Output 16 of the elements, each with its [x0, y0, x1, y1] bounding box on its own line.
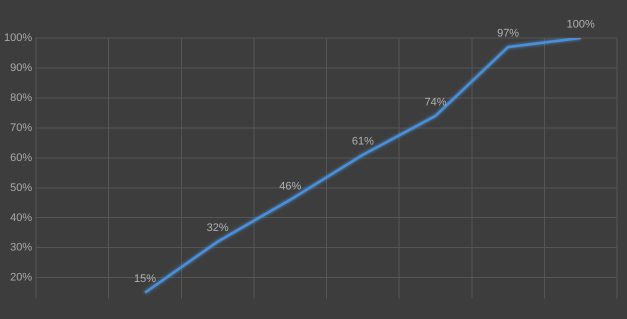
y-tick-label: 90%: [10, 62, 32, 74]
y-tick-label: 40%: [10, 212, 32, 224]
data-label: 97%: [497, 28, 520, 40]
y-tick-label: 70%: [10, 122, 32, 134]
data-label: 46%: [279, 180, 302, 192]
y-tick-label: 100%: [4, 32, 32, 44]
data-label: 32%: [206, 222, 229, 234]
data-label: 74%: [424, 96, 447, 108]
data-label: 61%: [352, 135, 374, 148]
y-tick-label: 30%: [10, 242, 32, 254]
data-label: 15%: [134, 273, 156, 286]
data-label: 100%: [566, 18, 595, 31]
y-tick-label: 80%: [10, 92, 32, 104]
y-tick-label: 60%: [10, 152, 32, 164]
y-tick-label: 20%: [10, 272, 32, 284]
y-tick-label: 50%: [10, 182, 32, 194]
